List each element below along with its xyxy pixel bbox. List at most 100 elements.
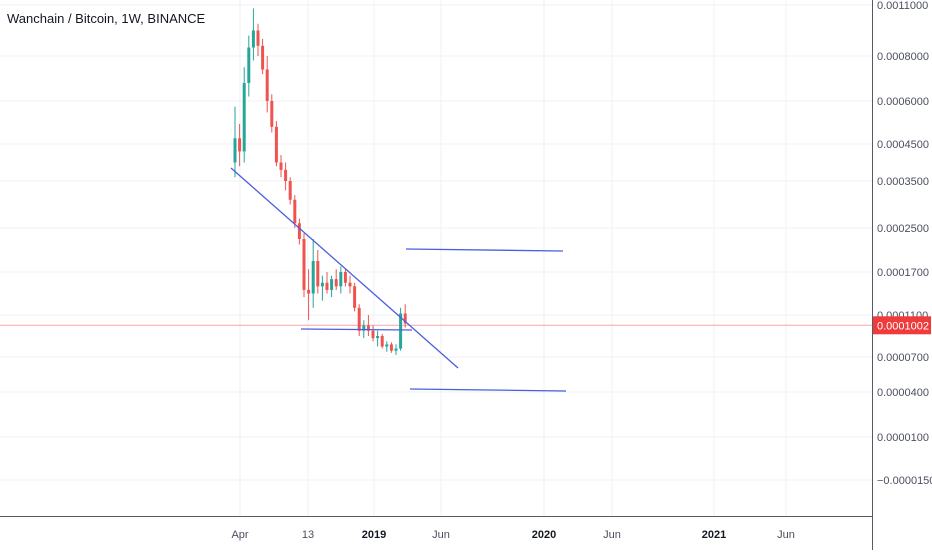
time-tick-label: Jun <box>777 529 795 541</box>
candle <box>389 342 393 353</box>
candle-body <box>256 30 260 46</box>
candle-body <box>325 282 329 290</box>
candle-body <box>330 279 334 290</box>
candle-body <box>353 286 357 308</box>
time-tick-label: Jun <box>432 529 450 541</box>
last-price-tag-bg <box>873 316 931 335</box>
candle-body <box>399 313 403 349</box>
candle <box>348 275 352 294</box>
price-tick-label: 0.0000700 <box>877 352 929 364</box>
price-tick-label: 0.0004500 <box>877 139 929 151</box>
candle-body <box>270 101 274 127</box>
candle <box>366 315 370 336</box>
candle-body <box>238 138 242 152</box>
price-tick-label: 0.0000100 <box>877 432 929 444</box>
candle-body <box>376 336 380 339</box>
candle-body <box>279 162 283 170</box>
candle-body <box>307 289 311 294</box>
candle-body <box>403 313 407 324</box>
candle-body <box>233 138 237 163</box>
candle <box>261 39 265 74</box>
candle <box>353 282 357 312</box>
candle-body <box>247 47 251 83</box>
price-tick-label: 0.0003500 <box>877 176 929 188</box>
candle <box>325 272 329 294</box>
candle-body <box>339 272 343 287</box>
axes <box>0 0 873 550</box>
candle <box>247 35 251 97</box>
candle <box>339 266 343 294</box>
time-tick-label: 2020 <box>532 529 556 541</box>
candle-body <box>284 169 288 181</box>
candle <box>394 344 398 355</box>
candle <box>385 341 389 352</box>
candle <box>371 325 375 342</box>
candle-body <box>348 282 352 287</box>
time-tick-label: 2021 <box>702 529 726 541</box>
price-tick-label: 0.0002500 <box>877 223 929 235</box>
trendlines[interactable] <box>230 167 567 392</box>
candle <box>297 218 301 245</box>
candle <box>256 23 260 56</box>
candle <box>376 330 380 347</box>
candle <box>316 250 320 294</box>
candle <box>242 67 246 163</box>
price-scale[interactable]: 0.0011000 0.0008000 0.0006000 0.0004500 0.00… <box>877 0 932 487</box>
candle-body <box>357 307 361 331</box>
trendline <box>230 167 459 369</box>
candles <box>233 8 407 355</box>
candle-body <box>389 344 393 351</box>
grid <box>0 0 872 516</box>
candle-body <box>385 344 389 347</box>
candle-body <box>311 261 315 294</box>
candle <box>251 8 255 61</box>
time-tick-label: 13 <box>302 529 314 541</box>
candle <box>357 304 361 336</box>
last-price-tag: 0.0001002 <box>873 316 931 335</box>
candle <box>343 269 347 287</box>
time-scale[interactable]: Apr 13 2019 Jun 2020 Jun 2021 Jun <box>231 529 794 541</box>
candle-body <box>316 261 320 287</box>
candle-body <box>334 279 338 287</box>
trendline <box>405 248 564 252</box>
candle-body <box>343 272 347 283</box>
candle-body <box>302 239 306 290</box>
candle <box>270 94 274 133</box>
candle-body <box>362 325 366 331</box>
time-tick-label: Jun <box>603 529 621 541</box>
candle <box>403 304 407 328</box>
candle <box>320 275 324 301</box>
candle <box>307 269 311 321</box>
candle <box>330 275 334 298</box>
trendline <box>409 388 567 392</box>
time-tick-label: Apr <box>231 529 248 541</box>
candle <box>233 106 237 178</box>
price-tick-label: −0.0000150 <box>877 475 932 487</box>
candle <box>238 123 242 167</box>
price-tick-label: 0.0008000 <box>877 51 929 63</box>
candle <box>380 333 384 349</box>
candle <box>288 177 292 205</box>
candle-body <box>366 325 370 331</box>
last-price-label: 0.0001002 <box>877 320 929 332</box>
symbol-title: Wanchain / Bitcoin, 1W, BINANCE <box>7 11 206 26</box>
candle <box>284 162 288 191</box>
candle-body <box>265 69 269 101</box>
candle-body <box>371 330 375 339</box>
time-tick-label: 2019 <box>362 529 386 541</box>
candle <box>334 269 338 290</box>
price-tick-label: 0.0001700 <box>877 267 929 279</box>
candle <box>279 155 283 178</box>
candle-body <box>297 223 301 239</box>
trendline <box>300 328 413 331</box>
candle-body <box>293 199 297 224</box>
price-tick-label: 0.0011000 <box>877 0 928 12</box>
candle-body <box>380 336 384 347</box>
candle <box>311 239 315 308</box>
candle <box>265 56 269 113</box>
candle <box>302 233 306 298</box>
candle-body <box>288 181 292 200</box>
candle <box>293 195 297 228</box>
